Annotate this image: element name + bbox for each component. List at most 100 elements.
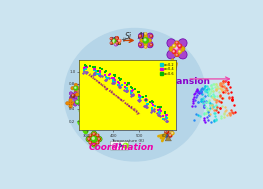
Circle shape xyxy=(77,101,78,102)
X-axis label: Temperature (K): Temperature (K) xyxy=(111,139,144,143)
Point xyxy=(219,101,223,104)
Point xyxy=(211,82,215,85)
Point xyxy=(97,74,101,77)
Point xyxy=(192,92,196,95)
Circle shape xyxy=(110,38,112,40)
Point xyxy=(204,111,208,114)
Point xyxy=(144,105,148,108)
Point xyxy=(196,90,200,93)
Point xyxy=(150,103,155,106)
Point xyxy=(212,97,216,100)
Point xyxy=(230,98,235,101)
Point xyxy=(218,106,222,109)
Point xyxy=(139,95,143,98)
Point xyxy=(211,105,215,108)
Circle shape xyxy=(89,142,92,144)
Point xyxy=(221,80,225,83)
Point xyxy=(137,98,141,101)
Point xyxy=(210,102,214,105)
Circle shape xyxy=(88,138,90,140)
Point xyxy=(125,83,129,86)
Point xyxy=(144,98,148,101)
Point xyxy=(220,88,224,91)
Point xyxy=(146,102,150,105)
Point xyxy=(228,114,232,117)
Point xyxy=(199,100,203,103)
Point xyxy=(94,70,98,73)
Point xyxy=(98,75,102,78)
Point xyxy=(214,119,218,122)
Point xyxy=(144,102,149,105)
Circle shape xyxy=(93,133,95,135)
Point xyxy=(116,83,120,86)
Point xyxy=(130,87,134,90)
x=0.6 xyxy=(83,64,87,67)
Point xyxy=(112,81,116,84)
Polygon shape xyxy=(89,87,99,97)
Point xyxy=(130,91,134,94)
Point xyxy=(193,98,198,101)
Point xyxy=(205,106,209,109)
Point xyxy=(137,98,141,101)
Point xyxy=(202,118,206,121)
Polygon shape xyxy=(169,41,185,57)
Point xyxy=(200,97,205,100)
Point xyxy=(107,74,111,77)
Point xyxy=(227,112,231,115)
Point xyxy=(95,72,99,75)
Point xyxy=(218,107,222,110)
Point xyxy=(205,91,209,94)
Point xyxy=(202,106,206,109)
Point xyxy=(156,108,160,111)
Point xyxy=(205,108,209,111)
Point xyxy=(125,88,129,91)
Point xyxy=(129,91,133,94)
Point xyxy=(195,88,199,91)
Point xyxy=(216,110,221,113)
Point xyxy=(129,93,134,96)
Point xyxy=(164,117,168,120)
Polygon shape xyxy=(71,83,81,93)
Point xyxy=(157,113,161,116)
x=0.2 xyxy=(84,68,88,71)
Point xyxy=(165,119,170,122)
Point xyxy=(230,99,235,102)
Point xyxy=(201,98,205,101)
Point xyxy=(219,83,223,86)
Point xyxy=(196,90,200,93)
Polygon shape xyxy=(110,37,118,45)
Point xyxy=(104,69,108,72)
Polygon shape xyxy=(140,35,151,46)
Point xyxy=(144,98,148,101)
Point xyxy=(91,73,95,76)
Point xyxy=(203,94,207,97)
Point xyxy=(84,72,88,75)
Point xyxy=(97,74,102,77)
Point xyxy=(98,69,102,72)
Point xyxy=(214,104,218,107)
Point xyxy=(225,114,229,117)
Point xyxy=(210,104,215,107)
Point xyxy=(229,90,233,93)
Point xyxy=(201,113,206,116)
Point xyxy=(219,97,224,100)
Point xyxy=(190,102,195,105)
Point xyxy=(214,109,218,112)
Point xyxy=(206,109,210,112)
Point xyxy=(103,70,107,73)
Point xyxy=(221,80,225,83)
Circle shape xyxy=(170,135,171,136)
Circle shape xyxy=(169,134,172,137)
Circle shape xyxy=(93,143,95,145)
Point xyxy=(214,107,219,110)
Point xyxy=(144,98,149,101)
Point xyxy=(105,77,109,80)
Circle shape xyxy=(173,51,174,52)
Point xyxy=(222,89,227,92)
Point xyxy=(223,109,227,112)
Point xyxy=(206,89,210,92)
Point xyxy=(99,74,104,77)
Circle shape xyxy=(166,131,167,132)
Point xyxy=(227,112,232,115)
Point xyxy=(113,74,118,77)
